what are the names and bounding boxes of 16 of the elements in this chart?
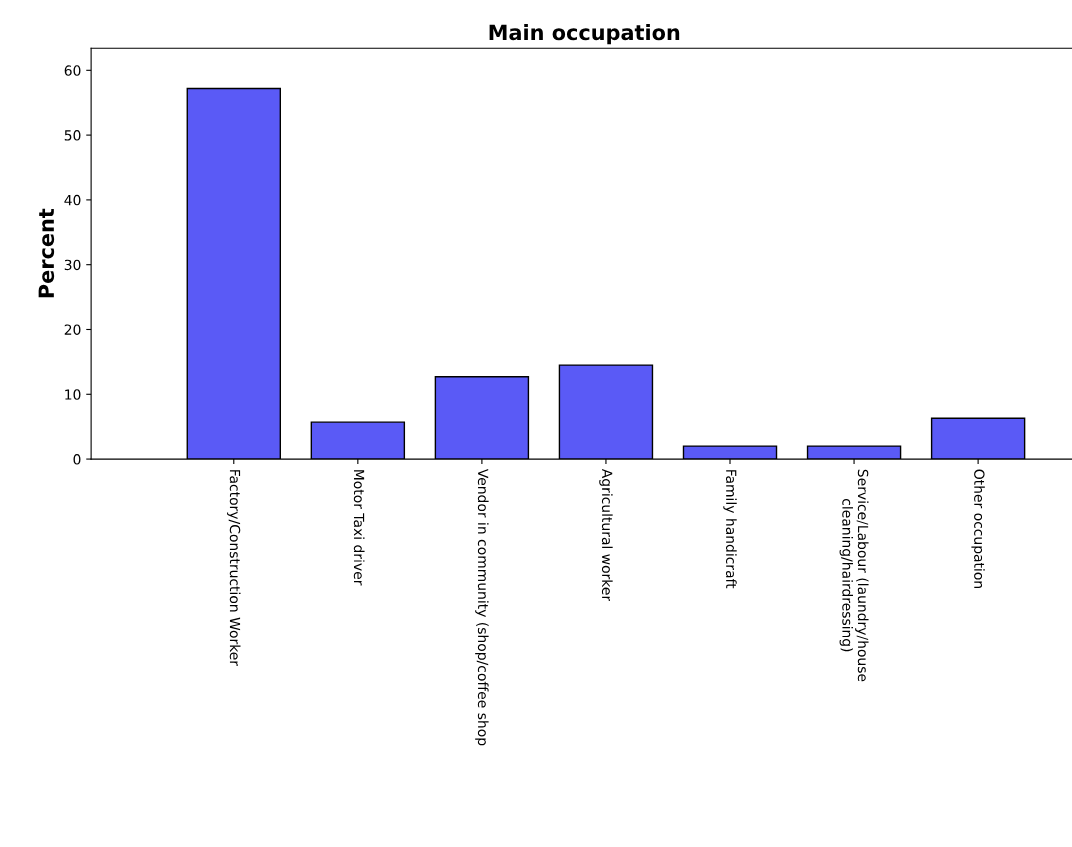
y-tick-label: 0	[73, 454, 81, 465]
y-axis-title: Percent	[38, 208, 55, 298]
y-tick-label: 20	[64, 324, 81, 335]
x-tick-label: Agricultural worker	[599, 468, 613, 602]
y-tick-label: 30	[64, 259, 81, 271]
x-tick-label: Family handicraft	[723, 470, 737, 589]
y-tick-label: 50	[64, 130, 81, 141]
x-tick-label: Vendor in community (shop/coffee shop	[475, 468, 489, 746]
x-tick-label: Factory/Construction Worker	[227, 470, 241, 666]
x-tick-label: Service/Labour (laundry/house cleaning/hairdressing)	[839, 469, 869, 682]
y-tick-label: 40	[64, 194, 81, 206]
y-tick-label: 60	[64, 65, 81, 76]
chart-title: Main occupation	[489, 24, 680, 45]
x-tick-label: Other occupation	[971, 469, 985, 588]
y-tick-label: 10	[65, 389, 81, 400]
x-tick-label: Motor Taxi driver	[353, 470, 365, 586]
